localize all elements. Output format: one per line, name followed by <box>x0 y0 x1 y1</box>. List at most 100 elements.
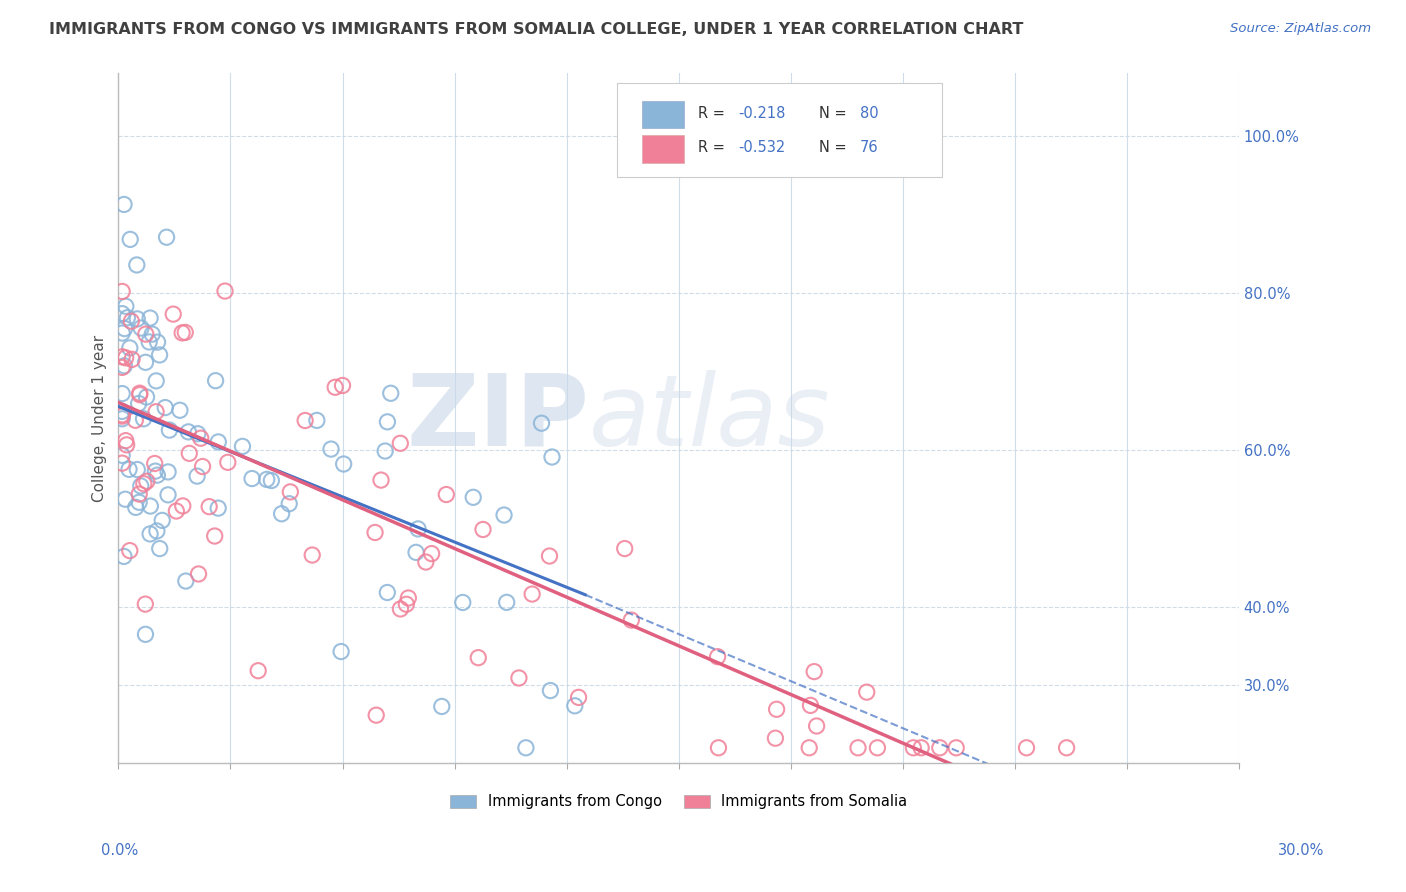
Point <box>515 740 537 755</box>
Point <box>134 627 156 641</box>
Point <box>332 457 354 471</box>
Point <box>128 386 150 401</box>
Point <box>118 543 141 558</box>
Point <box>149 348 172 362</box>
Point <box>155 230 177 244</box>
Point <box>127 311 149 326</box>
Point <box>620 613 643 627</box>
Point <box>541 450 564 464</box>
Point <box>765 702 787 716</box>
Point <box>240 471 263 485</box>
Point <box>806 719 828 733</box>
Point <box>139 527 162 541</box>
Point <box>134 597 156 611</box>
Point <box>179 446 201 460</box>
Point <box>405 545 427 559</box>
Point <box>129 479 152 493</box>
Point <box>294 413 316 427</box>
Point <box>112 359 135 373</box>
Point <box>114 492 136 507</box>
Point <box>866 740 889 755</box>
Text: IMMIGRANTS FROM CONGO VS IMMIGRANTS FROM SOMALIA COLLEGE, UNDER 1 YEAR CORRELATI: IMMIGRANTS FROM CONGO VS IMMIGRANTS FROM… <box>49 22 1024 37</box>
FancyBboxPatch shape <box>641 101 685 128</box>
Point <box>910 740 932 755</box>
Point <box>803 665 825 679</box>
Point <box>114 434 136 448</box>
Point <box>389 602 412 616</box>
Point <box>125 258 148 272</box>
Point <box>111 408 134 422</box>
Point <box>420 547 443 561</box>
Point <box>111 386 134 401</box>
Point <box>132 476 155 491</box>
Point <box>395 597 418 611</box>
Point <box>139 311 162 326</box>
Point <box>124 413 146 427</box>
Point <box>120 314 142 328</box>
Point <box>128 387 150 401</box>
Point <box>111 456 134 470</box>
Point <box>508 671 530 685</box>
Point <box>143 457 166 471</box>
Point <box>207 434 229 449</box>
Point <box>467 650 489 665</box>
Point <box>370 473 392 487</box>
Point <box>330 644 353 658</box>
Point <box>217 455 239 469</box>
Point <box>177 425 200 439</box>
Point <box>190 431 212 445</box>
Text: R =: R = <box>697 105 730 120</box>
Point <box>146 468 169 483</box>
Point <box>260 474 283 488</box>
Point <box>129 321 152 335</box>
Point <box>305 413 328 427</box>
Point <box>799 698 821 713</box>
Point <box>172 499 194 513</box>
Text: ZIP: ZIP <box>406 369 589 467</box>
Legend: Immigrants from Congo, Immigrants from Somalia: Immigrants from Congo, Immigrants from S… <box>444 789 914 815</box>
Point <box>564 698 586 713</box>
Point <box>278 484 301 499</box>
Point <box>135 475 157 489</box>
Point <box>323 380 346 394</box>
Point <box>135 327 157 342</box>
Point <box>146 335 169 350</box>
Point <box>141 327 163 342</box>
Point <box>138 334 160 349</box>
Point <box>121 352 143 367</box>
Text: -0.532: -0.532 <box>738 140 786 155</box>
Point <box>247 664 270 678</box>
Point <box>162 307 184 321</box>
Point <box>204 529 226 543</box>
Point <box>799 740 821 755</box>
Point <box>1056 740 1078 755</box>
Text: atlas: atlas <box>589 369 831 467</box>
Point <box>375 585 398 599</box>
Point <box>128 487 150 501</box>
Text: 30.0%: 30.0% <box>1278 843 1324 858</box>
Text: -0.218: -0.218 <box>738 105 786 120</box>
Point <box>146 524 169 538</box>
Point <box>374 444 396 458</box>
Text: 80: 80 <box>860 105 879 120</box>
Point <box>145 405 167 419</box>
Point <box>198 500 221 514</box>
Point <box>127 462 149 476</box>
Point <box>204 374 226 388</box>
Point <box>174 574 197 588</box>
Text: N =: N = <box>818 105 851 120</box>
Point <box>538 683 561 698</box>
Point <box>145 464 167 478</box>
Point <box>111 350 134 364</box>
Point <box>520 587 543 601</box>
Point <box>186 469 208 483</box>
Point <box>613 541 636 556</box>
Point <box>145 374 167 388</box>
Point <box>139 499 162 513</box>
Point <box>117 310 139 325</box>
Point <box>366 708 388 723</box>
Point <box>135 355 157 369</box>
Point <box>319 442 342 456</box>
Point <box>111 360 134 375</box>
Point <box>434 487 457 501</box>
